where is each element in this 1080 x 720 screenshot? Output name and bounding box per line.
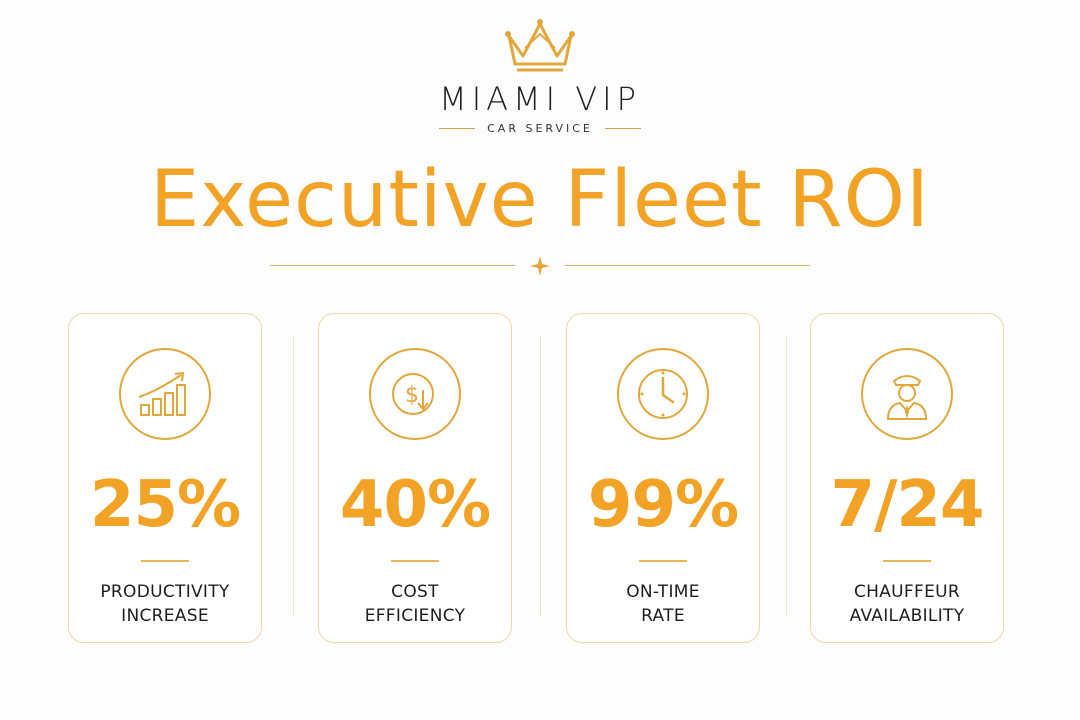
subtitle-rule-left xyxy=(439,128,476,129)
brand-subtitle: CAR SERVICE xyxy=(487,122,593,135)
svg-text:$: $ xyxy=(405,383,419,408)
metric-label-line1: ON-TIME xyxy=(626,582,700,602)
metric-card-on-time: 99% ON-TIME RATE xyxy=(566,313,760,643)
icon-circle xyxy=(617,348,709,440)
metric-card-productivity: 25% PRODUCTIVITY INCREASE xyxy=(68,313,262,643)
title-divider xyxy=(270,256,810,276)
dollar-down-icon: $ xyxy=(392,373,434,415)
metric-card-availability: 7/24 CHAUFFEUR AVAILABILITY xyxy=(810,313,1004,643)
icon-circle xyxy=(119,348,211,440)
subtitle-rule-right xyxy=(604,128,641,129)
metric-label-line1: CHAUFFEUR xyxy=(854,582,960,602)
metric-value: 25% xyxy=(89,468,241,542)
divider-line-right xyxy=(565,265,810,266)
metric-value: 40% xyxy=(339,468,491,542)
metric-underline xyxy=(883,560,931,562)
chauffeur-icon xyxy=(886,375,928,420)
metric-label-line2: EFFICIENCY xyxy=(364,606,466,626)
brand-name: MIAMI VIP xyxy=(439,80,641,118)
crown-icon xyxy=(505,19,575,72)
icon-circle: $ xyxy=(369,348,461,440)
metric-label: ON-TIME RATE xyxy=(567,580,759,628)
metric-label-line1: COST xyxy=(391,582,439,602)
metric-underline xyxy=(639,560,687,562)
metric-value: 7/24 xyxy=(830,468,985,542)
metric-label-line2: RATE xyxy=(641,606,685,626)
metric-label-line1: PRODUCTIVITY xyxy=(100,582,230,602)
metric-label: COST EFFICIENCY xyxy=(319,580,511,628)
brand-logo: MIAMI VIP CAR SERVICE xyxy=(0,18,1080,135)
card-separator xyxy=(786,336,787,616)
metric-label: PRODUCTIVITY INCREASE xyxy=(69,580,261,628)
metric-value: 99% xyxy=(587,468,739,542)
brand-subtitle-row: CAR SERVICE xyxy=(0,122,1080,135)
sparkle-icon xyxy=(530,256,550,276)
icon-circle xyxy=(861,348,953,440)
metric-label-line2: INCREASE xyxy=(121,606,209,626)
metric-label-line2: AVAILABILITY xyxy=(849,606,965,626)
clock-icon xyxy=(638,369,688,419)
metric-underline xyxy=(141,560,189,562)
metric-underline xyxy=(391,560,439,562)
metric-card-cost: $ 40% COST EFFICIENCY xyxy=(318,313,512,643)
growth-chart-icon xyxy=(138,371,186,416)
page-title: Executive Fleet ROI xyxy=(149,155,931,245)
divider-line-left xyxy=(270,265,515,266)
card-separator xyxy=(293,336,294,616)
card-separator xyxy=(540,336,541,616)
metric-label: CHAUFFEUR AVAILABILITY xyxy=(811,580,1003,628)
